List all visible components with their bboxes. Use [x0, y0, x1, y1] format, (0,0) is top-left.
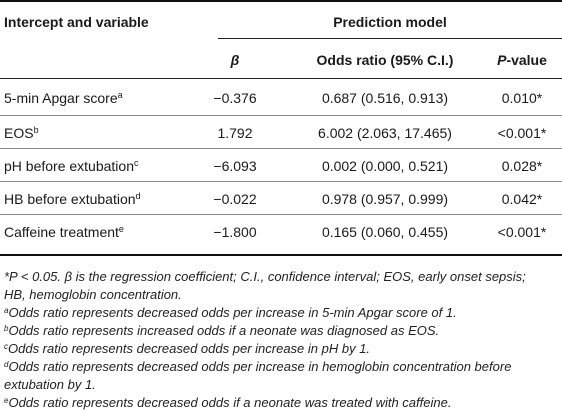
footnote-c: cOdds ratio represents decreased odds pe… [4, 341, 371, 356]
table-bottom-rule [0, 254, 562, 256]
table-footnotes: *P < 0.05. β is the regression coefficie… [4, 268, 560, 412]
row-beta: −0.022 [213, 191, 257, 207]
footnote-main-cont: HB, hemoglobin concentration. [4, 287, 182, 302]
row-p-value: 0.042* [501, 191, 543, 207]
footnote-d: dOdds ratio represents decreased odds pe… [4, 359, 512, 374]
table-top-rule [0, 0, 562, 2]
header-p-value: P-value [497, 52, 547, 68]
row-divider [0, 181, 562, 182]
header-beta: β [230, 52, 240, 68]
row-divider [0, 148, 562, 149]
footnote-main: *P < 0.05. β is the regression coefficie… [4, 269, 526, 284]
header-odds-ratio: Odds ratio (95% C.I.) [316, 52, 454, 68]
row-odds-ratio: 0.165 (0.060, 0.455) [321, 224, 449, 240]
row-p-value: <0.001* [497, 224, 547, 240]
header-prediction-model: Prediction model [333, 14, 447, 30]
row-beta: −0.376 [213, 90, 257, 106]
row-p-value: <0.001* [497, 125, 547, 141]
row-odds-ratio: 0.002 (0.000, 0.521) [321, 158, 449, 174]
row-odds-ratio: 6.002 (2.063, 17.465) [318, 125, 452, 141]
row-p-value: 0.028* [501, 158, 543, 174]
row-variable: HB before extubationd [4, 191, 141, 207]
row-odds-ratio: 0.978 (0.957, 0.999) [321, 191, 449, 207]
row-variable: pH before extubationc [4, 158, 139, 174]
footnote-b: bOdds ratio represents increased odds if… [4, 323, 440, 338]
row-beta: −1.800 [213, 224, 257, 240]
row-odds-ratio: 0.687 (0.516, 0.913) [321, 90, 449, 106]
header-variable: Intercept and variable [4, 14, 149, 30]
header-bottom-rule [0, 78, 562, 79]
row-beta: 1.792 [217, 125, 253, 141]
group-underline [218, 38, 562, 39]
row-divider [0, 214, 562, 215]
row-variable: EOSb [4, 125, 39, 141]
row-p-value: 0.010* [501, 90, 543, 106]
row-divider [0, 115, 562, 116]
footnote-a: aOdds ratio represents decreased odds pe… [4, 305, 457, 320]
row-variable: 5-min Apgar scorea [4, 90, 123, 106]
footnote-e: eOdds ratio represents decreased odds if… [4, 395, 452, 410]
row-variable: Caffeine treatmente [4, 224, 124, 240]
row-beta: −6.093 [213, 158, 257, 174]
footnote-d-cont: extubation by 1. [4, 377, 96, 392]
